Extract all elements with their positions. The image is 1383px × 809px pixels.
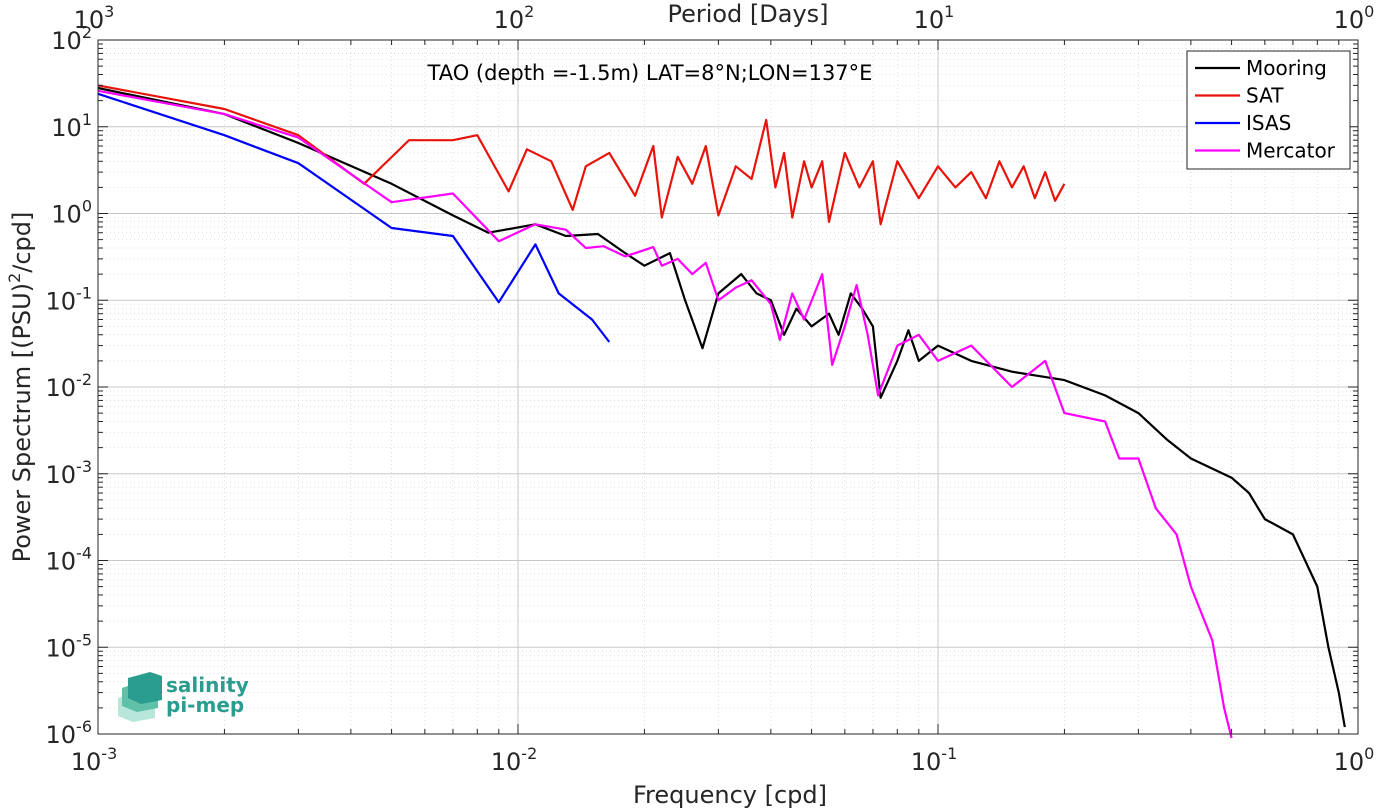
y-tick-label-base: 10	[51, 201, 82, 229]
legend-box	[1186, 50, 1351, 170]
y-tick-label-exponent: -5	[76, 630, 92, 649]
x-tick-label-exponent: -3	[101, 744, 117, 763]
logo-mark-icon	[118, 672, 162, 722]
y-tick-label-base: 10	[51, 114, 82, 142]
y-tick-label: 10-2	[46, 370, 93, 402]
major-grid	[97, 39, 1359, 735]
top-tick-label: 101	[914, 2, 955, 34]
y-tick-label-exponent: 2	[82, 23, 92, 42]
y-tick-label-exponent: -6	[76, 717, 92, 736]
y-tick-label: 100	[51, 197, 92, 229]
x-tick-label-base: 10	[911, 748, 942, 776]
top-tick-label-exponent: 1	[944, 2, 954, 21]
x-tick-label-exponent: 0	[1364, 744, 1374, 763]
y-axis-label-suffix: /cpd]	[8, 212, 36, 273]
series-line-sat	[97, 84, 1066, 226]
top-tick-label: 102	[494, 2, 535, 34]
y-tick-label-base: 10	[46, 548, 77, 576]
series-layer	[97, 84, 1346, 739]
x-tick-label: 10-2	[491, 744, 538, 776]
y-tick-label-exponent: -3	[76, 457, 92, 476]
top-tick-label-base: 10	[1334, 6, 1365, 34]
y-tick-label-exponent: -4	[76, 544, 92, 563]
legend-label-mooring: Mooring	[1246, 56, 1327, 80]
y-tick-label: 10-1	[46, 283, 93, 315]
y-tick-label-exponent: -2	[76, 370, 92, 389]
y-tick-label: 10-5	[46, 630, 93, 662]
x-tick-label-exponent: -1	[941, 744, 957, 763]
logo-line-1: salinity	[166, 673, 249, 697]
y-tick-label: 102	[51, 23, 92, 55]
x-tick-label: 10-3	[71, 744, 118, 776]
x-tick-label-base: 10	[1334, 748, 1365, 776]
y-axis-label-main: Power Spectrum [(PSU)	[8, 283, 36, 562]
top-tick-label-base: 10	[494, 6, 525, 34]
y-tick-label-exponent: 1	[82, 110, 92, 129]
y-tick-label-exponent: -1	[76, 283, 92, 302]
legend-label-mercator: Mercator	[1246, 139, 1336, 163]
legend-label-isas: ISAS	[1246, 111, 1291, 135]
salinity-pi-mep-logo: salinity pi-mep	[118, 672, 249, 722]
y-axis-label-sup: 2	[5, 273, 24, 283]
chart-title: TAO (depth =-1.5m) LAT=8°N;LON=137°E	[427, 61, 873, 85]
top-tick-label-exponent: 0	[1364, 2, 1374, 21]
x-tick-label: 10-1	[911, 744, 958, 776]
x-axis-label: Frequency [cpd]	[633, 781, 827, 809]
top-tick-label: 103	[74, 2, 115, 34]
y-tick-label-base: 10	[46, 374, 77, 402]
y-tick-label: 101	[51, 110, 92, 142]
y-tick-label: 10-3	[46, 457, 93, 489]
y-tick-label-base: 10	[51, 27, 82, 55]
y-tick-label: 10-6	[46, 717, 93, 749]
x-tick-label-base: 10	[71, 748, 102, 776]
series-line-mooring	[97, 86, 1346, 728]
y-tick-label-base: 10	[46, 634, 77, 662]
top-axis-label: Period [Days]	[667, 0, 828, 28]
series-line-isas	[97, 92, 611, 343]
top-tick-label-base: 10	[914, 6, 945, 34]
y-tick-label-base: 10	[46, 721, 77, 749]
legend-label-sat: SAT	[1246, 84, 1284, 108]
tick-marks	[97, 39, 1359, 735]
y-tick-label-base: 10	[46, 461, 77, 489]
y-tick-label: 10-4	[46, 544, 93, 576]
top-tick-label-exponent: 2	[524, 2, 534, 21]
y-axis-label: Power Spectrum [(PSU)2/cpd]	[5, 212, 36, 563]
y-tick-label-base: 10	[46, 287, 77, 315]
legend: Mooring SAT ISAS Mercator	[1186, 50, 1351, 170]
x-tick-label-exponent: -2	[521, 744, 537, 763]
x-tick-label-base: 10	[491, 748, 522, 776]
series-line-mercator	[97, 89, 1233, 739]
top-tick-label: 100	[1334, 2, 1375, 34]
x-tick-label: 100	[1334, 744, 1375, 776]
top-tick-label-exponent: 3	[104, 2, 114, 21]
logo-line-2: pi-mep	[166, 693, 244, 717]
y-tick-label-exponent: 0	[82, 197, 92, 216]
top-tick-label-base: 10	[74, 6, 105, 34]
